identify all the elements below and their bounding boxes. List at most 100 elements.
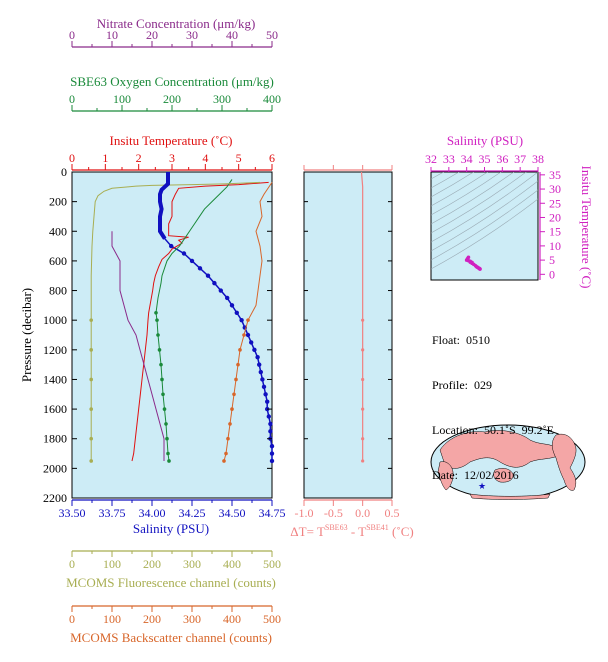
backscatter-axis-tick-label: 400	[223, 612, 241, 626]
oxygen-point	[160, 377, 164, 382]
temperature-axis-tick-label: 0	[69, 151, 75, 165]
nitrate-line	[111, 231, 165, 461]
nitrate-axis-tick-label: 0	[69, 28, 75, 42]
nitrate-axis-tick-label: 50	[266, 28, 278, 42]
ts-temperature-tick-label: 30	[549, 182, 561, 196]
profile-number: Profile: 029	[432, 378, 492, 392]
salinity-point	[197, 266, 203, 271]
deltaT-tick-label: 0.0	[355, 506, 370, 520]
nitrate-axis-tick-label: 20	[146, 28, 158, 42]
backscatter-point	[230, 407, 234, 411]
pressure-tick-label: 1200	[43, 343, 67, 357]
map-land-africa	[437, 461, 454, 491]
fluorescence-point	[89, 436, 93, 441]
pressure-tick-label: 400	[49, 224, 67, 238]
nitrate-axis-tick-label: 30	[186, 28, 198, 42]
oxygen-point	[159, 362, 163, 367]
oxygen-point	[155, 318, 159, 322]
oxygen-axis-tick-label: 200	[163, 92, 181, 106]
salinity-point	[261, 384, 267, 390]
pressure-tick-label: 2200	[43, 491, 67, 505]
backscatter-point	[226, 436, 230, 441]
ts-density-contour	[431, 172, 460, 189]
salinity-axis-tick-label: 34.25	[179, 506, 206, 520]
pressure-tick-label: 1400	[43, 372, 67, 386]
fluorescence-point	[89, 318, 93, 322]
backscatter-axis-tick-label: 500	[263, 612, 281, 626]
deltaT-lines	[360, 171, 365, 463]
location: Location: 50.1˚S 99.2˚E	[432, 423, 554, 437]
fluorescence-axis-title: MCOMS Fluorescence channel (counts)	[66, 575, 276, 590]
oxygen-point	[156, 333, 160, 337]
oxygen-axis-tick-label: 0	[69, 92, 75, 106]
salinity-point	[189, 258, 195, 264]
fluorescence-point	[89, 377, 93, 382]
oxygen-point	[167, 459, 171, 463]
ts-point	[478, 267, 482, 271]
ts-density-contour	[431, 172, 527, 234]
float-info: Float: 0510 Profile: 029 Location: 50.1˚…	[432, 303, 554, 498]
salinity-point	[257, 362, 262, 367]
nitrate-axis-tick-label: 10	[106, 28, 118, 42]
salinity-point	[181, 251, 187, 256]
ts-salinity-tick-label: 34	[461, 152, 473, 166]
fluorescence-axis-tick-label: 200	[143, 557, 161, 571]
ts-density-contour	[431, 172, 538, 243]
salinity-point	[205, 273, 211, 278]
backscatter-axis-tick-label: 100	[103, 612, 121, 626]
salinity-point	[269, 451, 275, 456]
salinity-axis-tick-label: 33.75	[99, 506, 126, 520]
deltaT-point	[361, 437, 365, 441]
ts-density-contour	[431, 172, 445, 180]
deltaT-point	[361, 348, 365, 352]
backscatter-point	[232, 392, 236, 397]
salinity-point	[245, 332, 251, 338]
salinity-point	[268, 421, 273, 427]
pressure-tick-label: 200	[49, 195, 67, 209]
ts-temperature-tick-label: 0	[549, 267, 555, 281]
temperature-line	[131, 181, 269, 462]
ts-density-contour	[431, 172, 489, 207]
fluorescence-point	[89, 407, 93, 411]
deltaT-point	[361, 318, 365, 322]
ts-density-contours	[431, 172, 538, 270]
map-land-australia	[493, 468, 514, 483]
ts-density-contour	[431, 180, 538, 252]
backscatter-point	[228, 422, 232, 426]
oxygen-point	[164, 422, 168, 426]
fluorescence-axis-tick-label: 500	[263, 557, 281, 571]
salinity-point	[229, 303, 235, 308]
backscatter-point	[234, 377, 238, 382]
temperature-axis: 0 1 2 3 4 5 6	[69, 151, 275, 171]
oxygen-axis-title: SBE63 Oxygen Concentration (μm/kg)	[70, 74, 274, 89]
salinity-axis-tick-label: 34.50	[219, 506, 246, 520]
nitrate-axis: 0 10 20 30 40 50	[69, 28, 278, 48]
ts-salinity-axis-title: Salinity (PSU)	[447, 133, 523, 148]
ts-temperature-tick-label: 25	[549, 196, 561, 210]
salinity-point	[269, 458, 275, 464]
salinity-point	[263, 392, 268, 397]
backscatter-point	[236, 362, 240, 367]
temperature-axis-tick-label: 5	[236, 151, 242, 165]
profile-panel	[71, 171, 273, 499]
pressure-tick-label: 600	[49, 254, 67, 268]
nitrate-axis-tick-label: 40	[226, 28, 238, 42]
salinity-point	[239, 317, 244, 323]
ts-density-contour	[431, 189, 538, 261]
deltaT-tick-label: 0.5	[385, 506, 400, 520]
world-map: ★	[430, 424, 586, 500]
deltaT-axis: -1.0 -0.5 0.0 0.5	[295, 165, 400, 520]
oxygen-axis-tick-label: 100	[113, 92, 131, 106]
deltaT-point	[361, 377, 365, 382]
salinity-point	[266, 414, 271, 419]
fluorescence-axis-tick-label: 0	[69, 557, 75, 571]
ts-salinity-tick-label: 33	[443, 152, 455, 166]
oxygen-point	[154, 310, 158, 315]
oxygen-axis-tick-label: 400	[263, 92, 281, 106]
salinity-point	[265, 399, 270, 404]
temperature-axis-tick-label: 1	[102, 151, 108, 165]
ts-temperature-axis-title: Insitu Temperature (˚C)	[579, 165, 594, 288]
backscatter-axis: 0 100 200 300 400 500	[69, 605, 281, 626]
ts-temperature-tick-label: 15	[549, 225, 561, 239]
